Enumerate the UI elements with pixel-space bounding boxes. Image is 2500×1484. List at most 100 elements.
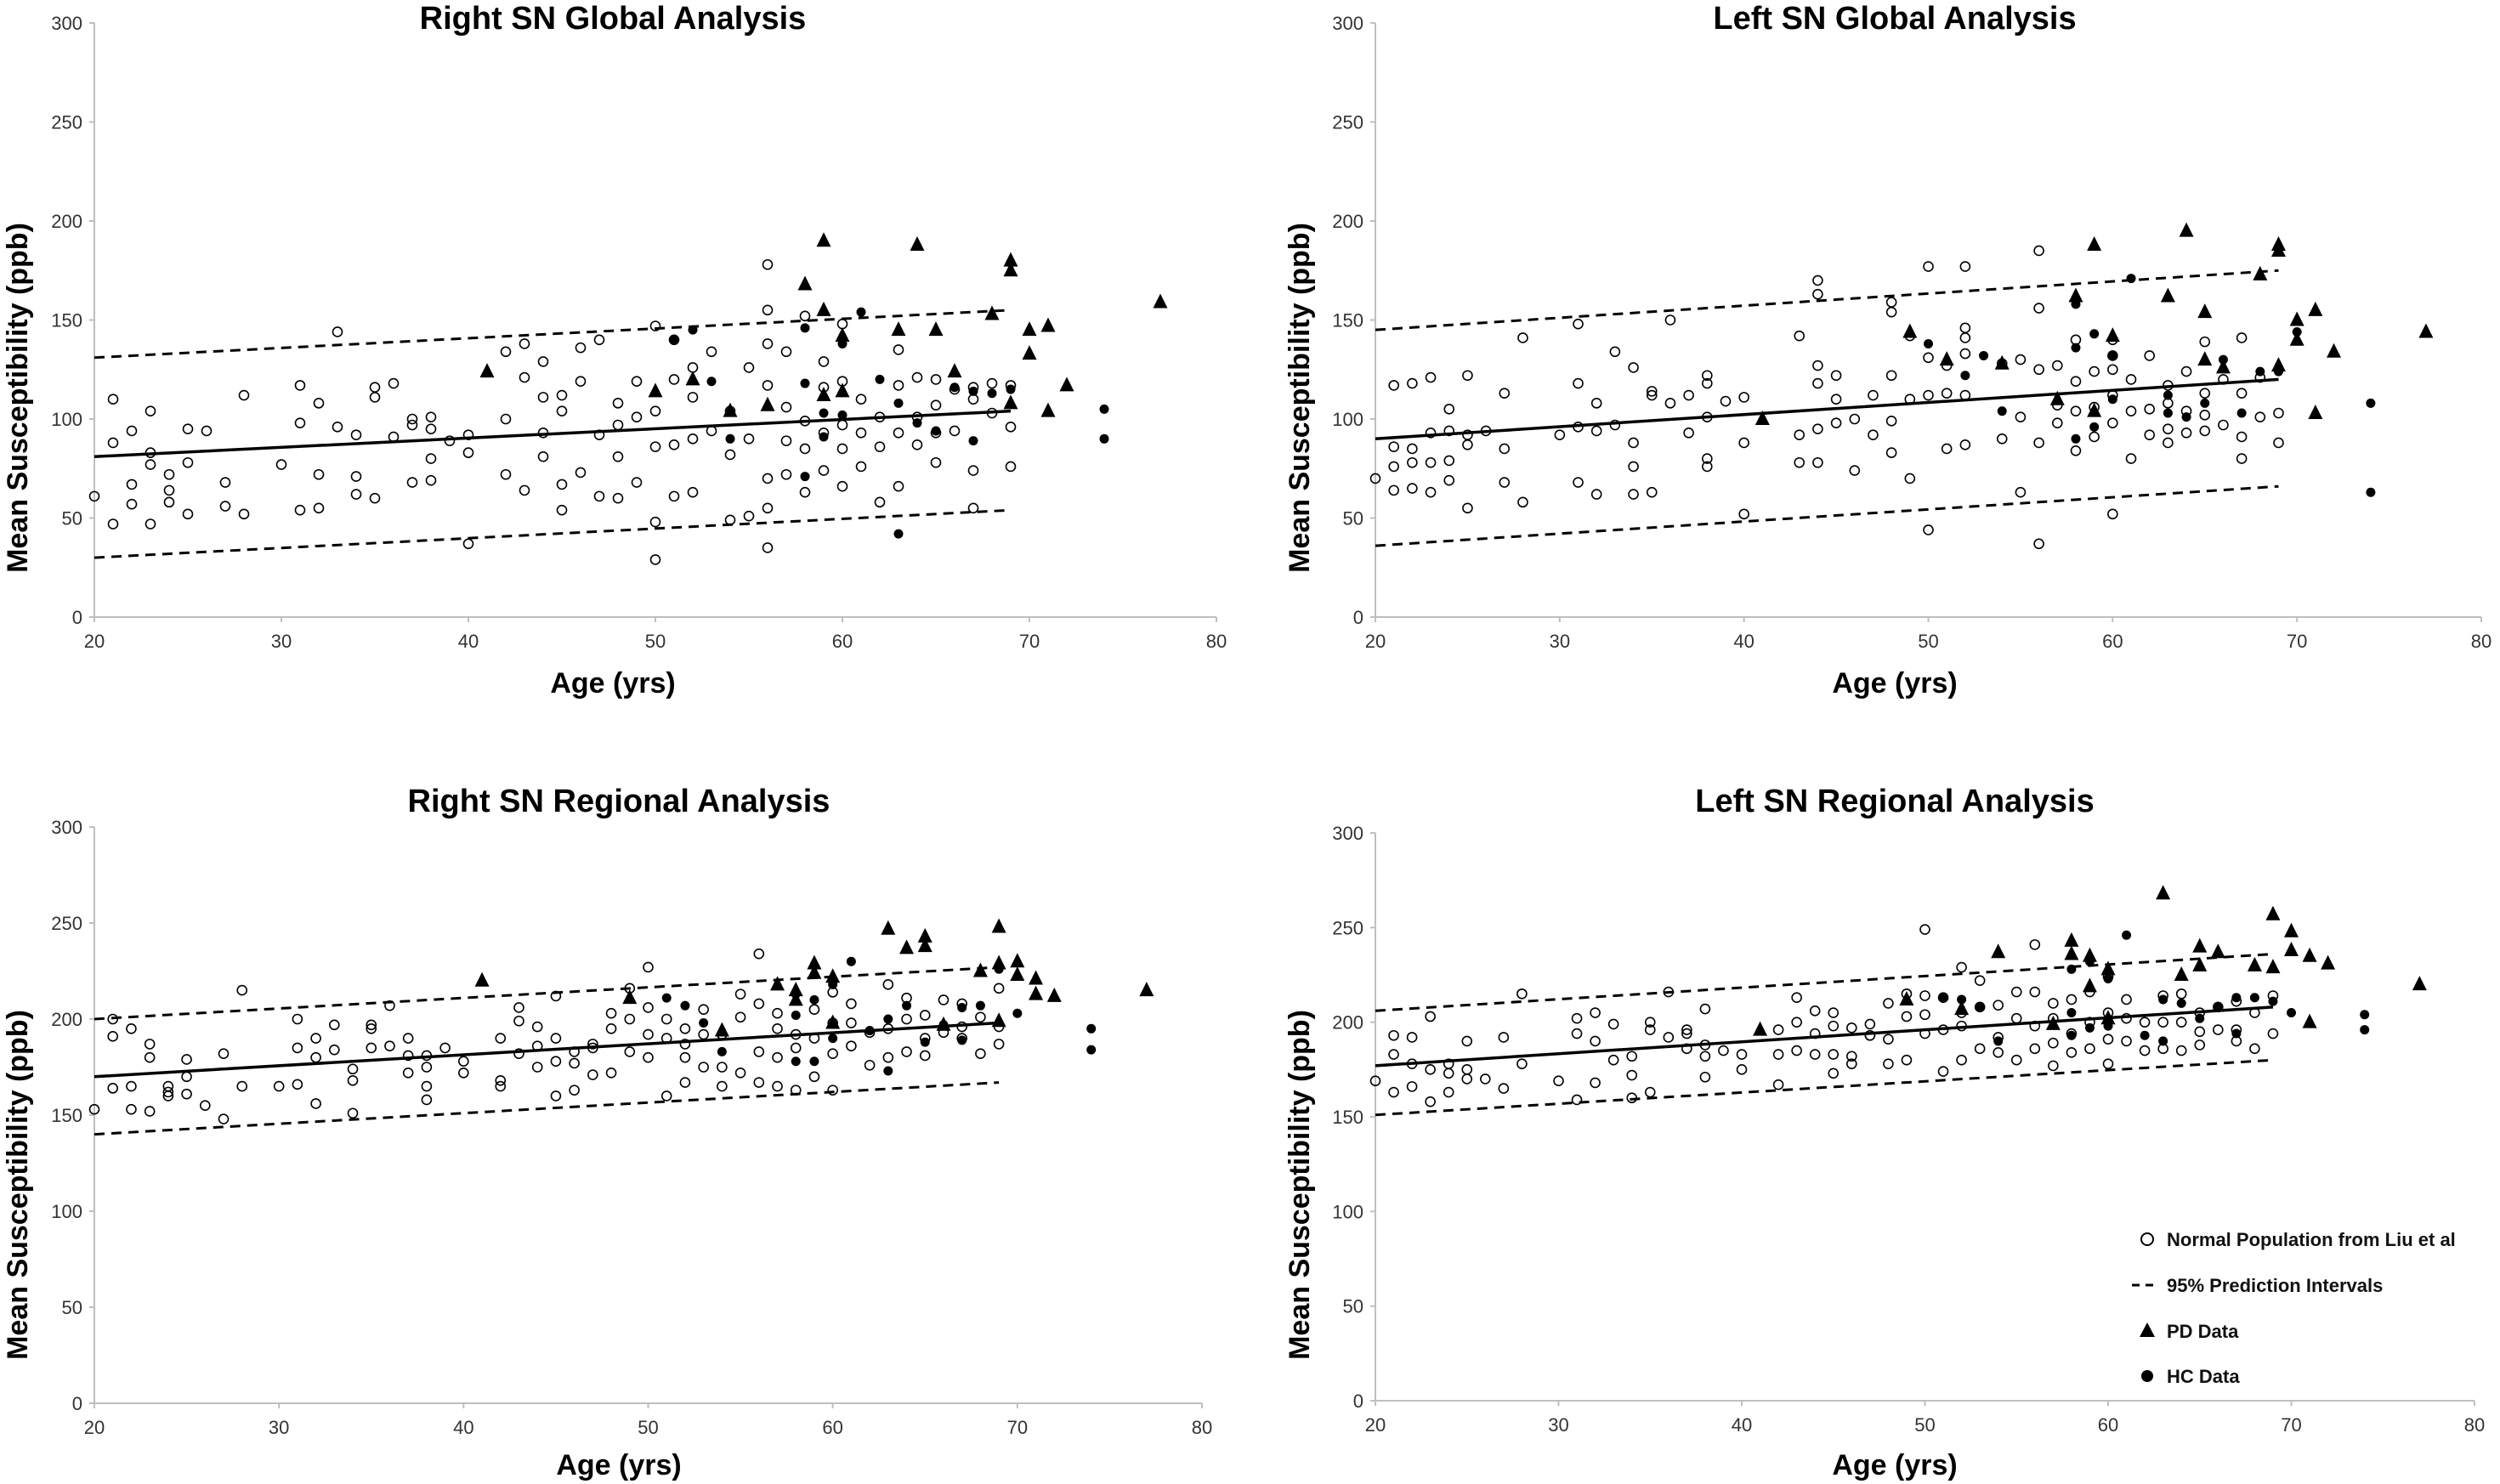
normal-point xyxy=(2163,437,2174,449)
normal-point xyxy=(2048,998,2059,1009)
x-tick-label: 80 xyxy=(1192,1417,1212,1438)
normal-point xyxy=(587,1042,598,1054)
normal-point xyxy=(1626,1069,1637,1081)
hc-point xyxy=(1979,350,1989,360)
pi-lower-line xyxy=(94,508,1012,559)
normal-point xyxy=(1681,1028,1692,1039)
pi-lower-line xyxy=(1375,1058,2274,1117)
normal-point xyxy=(425,423,437,434)
hc-point xyxy=(2213,1002,2223,1012)
normal-point xyxy=(550,1033,562,1044)
normal-point xyxy=(2254,411,2266,422)
normal-point xyxy=(687,433,699,445)
normal-point xyxy=(1005,461,1017,473)
normal-point xyxy=(1702,453,1713,464)
pd-point xyxy=(936,1016,951,1031)
pd-point xyxy=(2265,905,2281,920)
normal-point xyxy=(500,346,512,358)
x-axis-label: Age (yrs) xyxy=(1832,667,1957,700)
normal-point xyxy=(107,437,119,449)
normal-point xyxy=(575,342,587,354)
normal-point xyxy=(1498,1032,1510,1043)
normal-point xyxy=(668,439,680,450)
normal-point xyxy=(1959,389,1971,401)
normal-point xyxy=(967,502,979,514)
normal-point xyxy=(1738,437,1749,449)
normal-point xyxy=(605,1007,617,1019)
normal-point xyxy=(181,1071,192,1083)
normal-point xyxy=(2236,388,2248,399)
pd-point xyxy=(2210,943,2225,959)
normal-point xyxy=(1388,1086,1399,1098)
hc-point xyxy=(800,472,810,482)
normal-point xyxy=(1809,1049,1821,1060)
normal-point xyxy=(762,542,774,553)
normal-point xyxy=(1794,429,1806,440)
normal-point xyxy=(425,453,437,464)
chart-title: Right SN Regional Analysis xyxy=(408,784,830,819)
normal-point xyxy=(846,998,857,1010)
legend-symbol-open-circle xyxy=(2140,1232,2154,1246)
pd-point xyxy=(2160,287,2175,303)
normal-point xyxy=(162,1080,174,1092)
normal-point xyxy=(519,484,530,496)
y-tick-label: 50 xyxy=(1343,508,1363,530)
normal-point xyxy=(1681,1043,1692,1055)
normal-point xyxy=(556,405,568,416)
hc-point xyxy=(968,386,978,396)
normal-point xyxy=(2010,1054,2022,1066)
normal-point xyxy=(1699,1051,1711,1062)
pd-point xyxy=(928,321,944,337)
normal-point xyxy=(1864,1018,1876,1030)
normal-point xyxy=(421,1094,433,1106)
x-tick-label: 50 xyxy=(645,631,666,652)
normal-point xyxy=(679,1023,691,1034)
pi-upper-line xyxy=(94,966,1000,1021)
normal-point xyxy=(537,428,549,439)
normal-point xyxy=(649,554,661,565)
hc-point xyxy=(1086,1023,1097,1034)
pd-point xyxy=(2302,1013,2317,1028)
pd-point xyxy=(1899,990,1914,1005)
normal-point xyxy=(238,389,250,401)
hc-point xyxy=(1993,1036,2004,1046)
normal-point xyxy=(1996,433,2008,445)
normal-point xyxy=(1812,423,1823,434)
pd-point xyxy=(2284,942,2299,957)
normal-point xyxy=(2125,453,2137,464)
normal-point xyxy=(1846,1058,1857,1069)
pd-point xyxy=(1029,970,1044,985)
normal-point xyxy=(612,450,624,462)
normal-point xyxy=(495,1075,507,1086)
panel-right-sn-regional: Right SN Regional Analysis Age (yrs) Mea… xyxy=(2,784,1212,1481)
normal-point xyxy=(2089,431,2100,443)
x-tick-label: 50 xyxy=(1914,1414,1935,1436)
normal-point xyxy=(439,1042,451,1054)
hc-point xyxy=(883,1066,893,1076)
hc-point xyxy=(2089,422,2100,432)
pd-point xyxy=(2284,922,2299,937)
normal-point xyxy=(743,433,755,445)
normal-point xyxy=(2144,350,2155,361)
pd-point xyxy=(2045,1015,2061,1030)
normal-point xyxy=(874,496,886,508)
normal-point xyxy=(1699,1071,1711,1083)
normal-point xyxy=(882,1051,894,1063)
normal-point xyxy=(1517,496,1528,508)
normal-point xyxy=(1993,1046,2004,1058)
x-tick-label: 70 xyxy=(2281,1414,2301,1436)
pd-point xyxy=(1003,394,1018,410)
pd-point xyxy=(2197,351,2213,366)
normal-point xyxy=(836,419,848,431)
normal-point xyxy=(218,1048,230,1059)
normal-point xyxy=(1571,1028,1583,1039)
normal-point xyxy=(2048,1060,2059,1072)
pd-point xyxy=(816,387,831,402)
normal-point xyxy=(2089,365,2100,377)
normal-point xyxy=(1516,988,1528,1000)
y-tick-label: 0 xyxy=(1353,1391,1363,1412)
normal-point xyxy=(2218,374,2229,385)
x-tick-label: 50 xyxy=(1918,631,1938,652)
normal-point xyxy=(1388,484,1399,496)
panel-left-sn-regional: Left SN Regional Analysis Age (yrs) Mean… xyxy=(1284,784,2485,1481)
